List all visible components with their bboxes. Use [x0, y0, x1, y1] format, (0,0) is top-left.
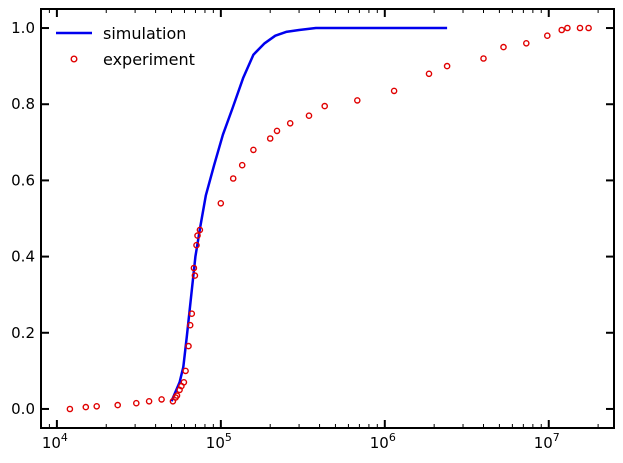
tick-labels: 0.0 0.2 0.4 0.6 0.8 1.0 104 105 106 107	[11, 19, 560, 452]
experiment-point	[480, 55, 487, 62]
experiment-point	[191, 272, 199, 279]
axes-frame	[40, 8, 615, 429]
y-tick-label: 0.4	[11, 248, 35, 266]
experiment-point	[353, 97, 361, 104]
experiment-point	[564, 24, 571, 32]
experiment-series	[66, 24, 592, 413]
experiment-point	[185, 342, 192, 350]
plot-area-border	[40, 8, 615, 429]
experiment-point	[229, 175, 237, 182]
experiment-point	[500, 43, 507, 51]
experiment-point	[180, 378, 188, 386]
experiment-point	[217, 199, 225, 207]
experiment-point	[585, 24, 592, 32]
experiment-point	[132, 399, 140, 407]
experiment-point	[194, 232, 201, 239]
experiment-point	[443, 62, 451, 70]
x-tick-label: 104	[42, 431, 68, 452]
experiment-point	[82, 403, 90, 411]
experiment-point	[250, 146, 257, 154]
experiment-point	[523, 40, 530, 47]
experiment-point	[114, 401, 121, 409]
experiment-point	[238, 161, 246, 169]
experiment-point	[188, 310, 196, 318]
experiment-point	[321, 102, 329, 110]
experiment-point	[544, 32, 551, 40]
legend-experiment-label: experiment	[103, 50, 195, 69]
experiment-point	[193, 241, 200, 249]
x-tick-label: 105	[206, 431, 232, 452]
x-tick-label: 107	[534, 431, 560, 452]
ticks	[40, 9, 614, 428]
experiment-point	[182, 367, 189, 375]
experiment-point	[93, 402, 100, 410]
y-tick-label: 0.2	[11, 324, 35, 342]
experiment-point	[576, 24, 584, 32]
legend-experiment-marker	[70, 55, 78, 63]
x-tick-label: 106	[370, 431, 396, 452]
experiment-point	[558, 26, 566, 34]
y-tick-label: 0.0	[11, 400, 35, 418]
simulation-series	[170, 26, 448, 402]
experiment-point	[158, 396, 165, 403]
legend: simulation experiment	[56, 24, 195, 69]
experiment-point	[286, 120, 294, 127]
experiment-point	[273, 127, 281, 135]
experiment-point	[425, 70, 433, 78]
y-tick-label: 0.6	[11, 171, 35, 189]
experiment-point	[173, 392, 181, 399]
y-tick-label: 1.0	[11, 19, 35, 37]
y-tick-label: 0.8	[11, 95, 35, 113]
experiment-point	[186, 321, 194, 329]
experiment-point	[305, 112, 313, 119]
experiment-point	[190, 264, 198, 272]
experiment-point	[145, 397, 153, 405]
experiment-point	[66, 405, 74, 413]
simulation-line	[170, 26, 448, 402]
experiment-point	[266, 135, 274, 142]
legend-simulation-label: simulation	[103, 24, 186, 43]
experiment-point	[390, 87, 398, 95]
experiment-point	[196, 226, 204, 234]
